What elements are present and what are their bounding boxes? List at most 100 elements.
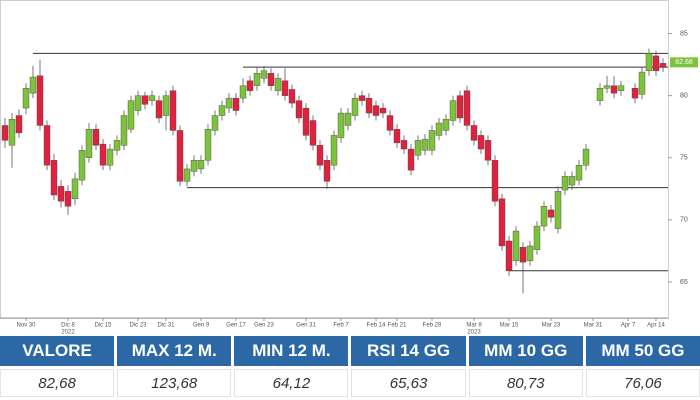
table-header: MM 50 GG bbox=[585, 336, 700, 366]
candle-body bbox=[36, 75, 44, 126]
candle-body bbox=[78, 150, 86, 181]
candle-body bbox=[211, 115, 219, 131]
y-tick-label: 85 bbox=[680, 30, 688, 37]
candle-body bbox=[435, 122, 443, 136]
candle-body bbox=[169, 90, 177, 131]
candle-body bbox=[316, 145, 324, 166]
x-tick-label: Apr 14 bbox=[647, 323, 665, 329]
candle-body bbox=[470, 125, 478, 141]
candle-body bbox=[393, 128, 401, 144]
candle-body bbox=[512, 230, 520, 262]
candle-body bbox=[407, 148, 415, 171]
candle-body bbox=[477, 135, 485, 150]
candle-body bbox=[92, 128, 100, 146]
table-header: MAX 12 M. bbox=[117, 336, 232, 366]
x-tick-label: Feb 28 bbox=[423, 323, 442, 329]
candle-body bbox=[386, 115, 394, 131]
candle-body bbox=[162, 95, 170, 116]
candle-body bbox=[617, 85, 625, 91]
table-value: 82,68 bbox=[0, 369, 115, 397]
candle-body bbox=[561, 176, 569, 191]
candle-body bbox=[29, 76, 37, 94]
x-tick-label: Nov 30 bbox=[16, 323, 36, 329]
candle-body bbox=[183, 168, 191, 182]
candle-body bbox=[302, 107, 310, 136]
candle-body bbox=[554, 191, 562, 229]
candle-body bbox=[323, 160, 331, 182]
candle-body bbox=[526, 245, 534, 262]
candle-body bbox=[568, 176, 576, 186]
last-value-box bbox=[670, 57, 698, 68]
candle-body bbox=[456, 95, 464, 119]
candle-body bbox=[540, 206, 548, 227]
candle-body bbox=[15, 115, 23, 134]
x-tick-label: Mar 15 bbox=[500, 323, 519, 329]
candle-body bbox=[491, 160, 499, 202]
candle-body bbox=[638, 71, 646, 95]
x-tick-label: Dic 31 bbox=[157, 323, 175, 329]
table-value: 65,63 bbox=[351, 369, 466, 397]
candle-body bbox=[582, 148, 590, 166]
candle-body bbox=[253, 73, 261, 86]
candle-body bbox=[197, 160, 205, 170]
x-tick-label: Feb 14 bbox=[367, 323, 386, 329]
y-tick-label: 65 bbox=[680, 279, 688, 286]
candle-body bbox=[533, 225, 541, 250]
year-label: 2022 bbox=[61, 330, 75, 336]
x-tick-label: Mar 23 bbox=[542, 323, 561, 329]
candle-body bbox=[204, 128, 212, 161]
last-value-label: 82.68 bbox=[675, 59, 693, 66]
candle-body bbox=[596, 87, 604, 101]
candle-body bbox=[274, 78, 282, 91]
candle-body bbox=[603, 85, 611, 89]
candle-body bbox=[610, 85, 618, 94]
table-value: 64,12 bbox=[234, 369, 349, 397]
candle-body bbox=[421, 138, 429, 151]
candle-body bbox=[1, 125, 9, 141]
x-tick-label: Gen 9 bbox=[193, 323, 210, 329]
candle-body bbox=[337, 112, 345, 139]
year-label: 2023 bbox=[467, 330, 481, 336]
candle-body bbox=[309, 120, 317, 146]
candle-body bbox=[57, 186, 65, 202]
candle-body bbox=[267, 73, 275, 86]
x-tick-label: Gen 31 bbox=[296, 323, 316, 329]
candle-body bbox=[148, 95, 156, 101]
candle-body bbox=[400, 140, 408, 150]
candle-body bbox=[106, 148, 114, 166]
chart: 65 70 75 80 85 Nov 30 Dic 8 Dic 15 Dic 23 Dic 31 G… bbox=[0, 0, 698, 336]
table-header: RSI 14 GG bbox=[351, 336, 466, 366]
candle-body bbox=[428, 130, 436, 151]
x-tick-label: Mar 31 bbox=[584, 323, 603, 329]
candle-body bbox=[449, 100, 457, 121]
candle-body bbox=[239, 85, 247, 99]
candle-body bbox=[652, 55, 660, 72]
candle-body bbox=[442, 119, 450, 131]
candle-body bbox=[659, 63, 667, 68]
x-tick-label: Dic 15 bbox=[94, 323, 112, 329]
candle-body bbox=[505, 240, 513, 271]
x-tick-label: Gen 17 bbox=[226, 323, 246, 329]
y-tick-label: 80 bbox=[680, 92, 688, 99]
candle-body bbox=[155, 100, 163, 119]
y-tick-label: 70 bbox=[680, 217, 688, 224]
table-value: 76,06 bbox=[585, 369, 700, 397]
candle-body bbox=[575, 165, 583, 181]
x-tick-label: Dic 23 bbox=[129, 323, 147, 329]
candle-body bbox=[176, 130, 184, 182]
candle-body bbox=[379, 107, 387, 114]
candle-body bbox=[498, 198, 506, 247]
x-tick-label: Feb 7 bbox=[333, 323, 349, 329]
candle-body bbox=[134, 95, 142, 111]
candle-body bbox=[71, 178, 79, 199]
x-tick-label: Mar 8 bbox=[466, 323, 482, 329]
y-tick-label: 75 bbox=[680, 155, 688, 162]
candle-body bbox=[414, 140, 422, 156]
candle-body bbox=[8, 119, 16, 146]
candle-body bbox=[246, 80, 254, 91]
candle-body bbox=[547, 209, 555, 218]
candle-body bbox=[344, 112, 352, 126]
candle-body bbox=[295, 100, 303, 119]
x-tick-label: Dic 8 bbox=[61, 323, 75, 329]
